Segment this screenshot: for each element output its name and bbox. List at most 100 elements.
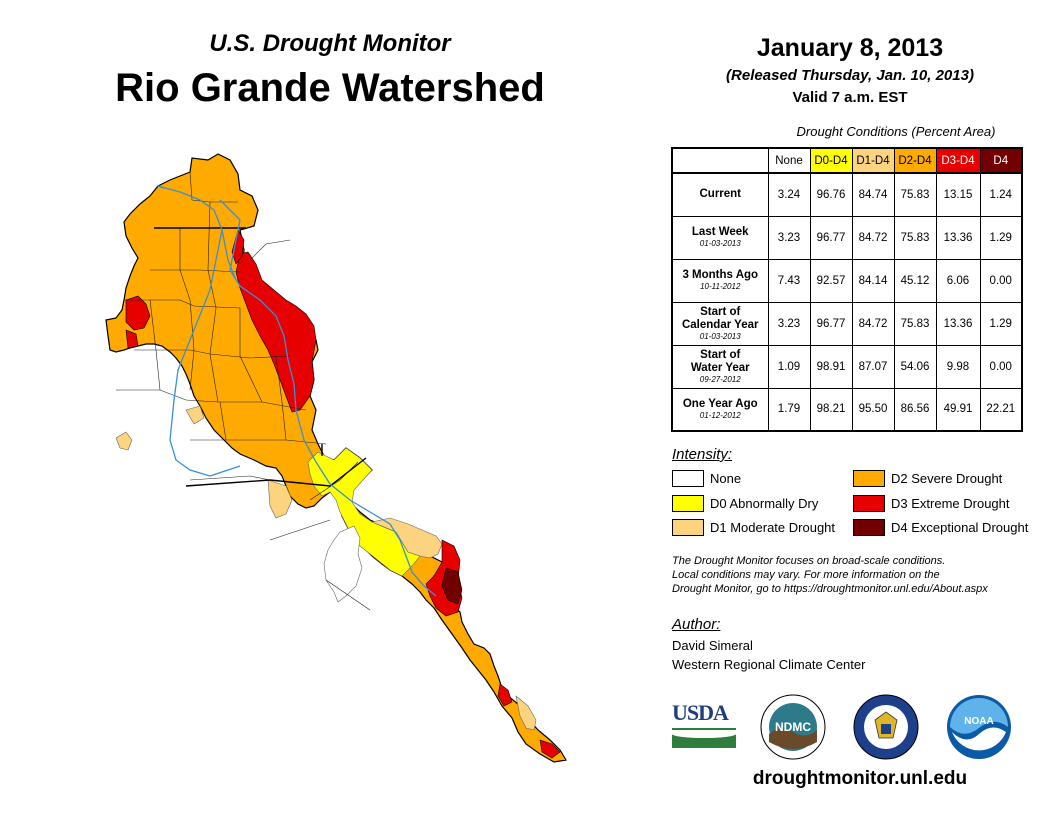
- row-label-text: Start of: [700, 305, 741, 318]
- table-cell: 3.23: [767, 215, 811, 260]
- usda-logo-arc: [672, 730, 736, 738]
- map-region-d1-west: [267, 479, 293, 519]
- table-cell: 75.83: [893, 172, 937, 217]
- legend-label: D3 Extreme Drought: [891, 496, 1010, 511]
- table-cell: 0.00: [979, 258, 1023, 303]
- author-label: Author:: [672, 616, 721, 633]
- table-cell: 1.29: [979, 301, 1023, 346]
- legend-swatch-d1: [672, 519, 704, 536]
- table-cell: 1.24: [979, 172, 1023, 217]
- table-cell: 13.36: [935, 301, 981, 346]
- author-org: Western Regional Climate Center: [672, 657, 866, 672]
- note-line: Local conditions may vary. For more info…: [672, 569, 940, 581]
- noaa-logo-svg: NOAA: [947, 695, 1011, 759]
- usda-logo: USDA: [672, 700, 736, 748]
- table-cell: 96.76: [809, 172, 853, 217]
- map-region-none: [323, 525, 363, 603]
- table-cell: 86.56: [893, 387, 937, 432]
- table-cell: 45.12: [893, 258, 937, 303]
- legend-item-d2: D2 Severe Drought: [853, 470, 1002, 487]
- commerce-seal-svg: [853, 694, 919, 760]
- watershed-map-svg: [105, 153, 567, 763]
- table-row: Current 3.24 96.76 84.74 75.83 13.15 1.2…: [671, 172, 1023, 217]
- map-title: Rio Grande Watershed: [115, 66, 545, 110]
- row-date: 01-12-2012: [699, 410, 741, 420]
- map-region-d3-upper: [231, 229, 245, 265]
- legend-label: D0 Abnormally Dry: [710, 496, 819, 511]
- ndmc-logo-text: NDMC: [775, 720, 811, 734]
- table-cell: 49.91: [935, 387, 981, 432]
- website-url: droughtmonitor.unl.edu: [752, 768, 968, 789]
- table-row: One Year Ago 01-12-2012 1.79 98.21 95.50 …: [671, 387, 1023, 432]
- map-region-d1-south: [515, 695, 537, 731]
- col-header-d2-d4: D2-D4: [893, 147, 937, 174]
- table-cell: 84.74: [851, 172, 895, 217]
- map-region-d1-east: [371, 517, 443, 559]
- legend-label: D4 Exceptional Drought: [891, 520, 1029, 535]
- table-header-row: None D0-D4 D1-D4 D2-D4 D3-D4 D4: [672, 147, 1023, 174]
- table-row: Last Week 01-03-2013 3.23 96.77 84.72 75.…: [671, 215, 1023, 260]
- table-cell: 9.98: [935, 344, 981, 389]
- legend-swatch-d4: [853, 519, 885, 536]
- table-cell: 13.15: [935, 172, 981, 217]
- row-label-text: Last Week: [691, 226, 749, 238]
- table-cell: 75.83: [893, 215, 937, 260]
- table-cell: 96.77: [809, 301, 853, 346]
- legend-title: Intensity:: [672, 446, 733, 463]
- table-row: 3 Months Ago 10-11-2012 7.43 92.57 84.14 …: [671, 258, 1023, 303]
- map-region-d1-w2: [185, 405, 205, 425]
- legend-swatch-d2: [853, 470, 885, 487]
- col-header-none: None: [767, 147, 811, 174]
- table-cell: 22.21: [979, 387, 1023, 432]
- table-cell: 0.00: [979, 344, 1023, 389]
- table-cell: 3.23: [767, 301, 811, 346]
- ndmc-logo-svg: NDMC: [760, 694, 826, 760]
- table-cell: 1.09: [767, 344, 811, 389]
- row-label-text-2: Water Year: [690, 361, 750, 374]
- map-region-d1-nw: [115, 431, 133, 451]
- noaa-logo-text: NOAA: [964, 716, 993, 727]
- row-label-text: 3 Months Ago: [682, 269, 759, 281]
- row-date: 01-03-2013: [699, 239, 741, 248]
- table-cell: 95.50: [851, 387, 895, 432]
- map-region-d3-tip: [539, 739, 561, 759]
- legend-item-d1: D1 Moderate Drought: [672, 519, 835, 536]
- map-subtitle: U.S. Drought Monitor: [209, 30, 451, 57]
- note-line: Drought Monitor, go to https://droughtmo…: [672, 583, 988, 595]
- row-label-text: One Year Ago: [682, 397, 758, 410]
- note-line: The Drought Monitor focuses on broad-sca…: [672, 555, 946, 567]
- row-label: One Year Ago 01-12-2012: [671, 387, 769, 432]
- table-row: Start of Calendar Year 01-03-2013 3.23 96.…: [671, 301, 1023, 346]
- table-cell: 13.36: [935, 215, 981, 260]
- legend-swatch-d0: [672, 495, 704, 512]
- valid-time: Valid 7 a.m. EST: [792, 89, 908, 106]
- table-row: Start of Water Year 09-27-2012 1.09 98.91 …: [671, 344, 1023, 389]
- row-date: 01-03-2013: [699, 331, 741, 341]
- drought-table: None D0-D4 D1-D4 D2-D4 D3-D4 D4 Current …: [671, 147, 1023, 432]
- commerce-seal-logo: [853, 694, 919, 760]
- row-label-text: Current: [699, 188, 742, 201]
- disclaimer-note: The Drought Monitor focuses on broad-sca…: [672, 554, 1052, 596]
- table-cell: 96.77: [809, 215, 853, 260]
- row-label: Start of Water Year 09-27-2012: [671, 344, 769, 389]
- table-caption: Drought Conditions (Percent Area): [796, 124, 996, 139]
- row-label: Last Week 01-03-2013: [671, 215, 769, 260]
- legend-item-d0: D0 Abnormally Dry: [672, 495, 818, 512]
- author-name: David Simeral: [672, 638, 753, 653]
- legend-swatch-none: [672, 470, 704, 487]
- map-region-d3-west: [125, 295, 151, 331]
- row-label-text: Start of: [700, 348, 741, 361]
- table-cell: 3.24: [767, 172, 811, 217]
- table-cell: 54.06: [893, 344, 937, 389]
- map-region-d0: [307, 447, 421, 577]
- row-label: 3 Months Ago 10-11-2012: [671, 258, 769, 303]
- legend-label: D2 Severe Drought: [891, 471, 1003, 486]
- table-cell: 1.79: [767, 387, 811, 432]
- row-label: Current: [671, 172, 769, 217]
- table-cell: 84.14: [851, 258, 895, 303]
- row-label: Start of Calendar Year 01-03-2013: [671, 301, 769, 346]
- legend-label: None: [710, 471, 742, 486]
- map-region-d3-west2: [125, 329, 139, 349]
- table-cell: 87.07: [851, 344, 895, 389]
- col-header-d3-d4: D3-D4: [935, 147, 981, 174]
